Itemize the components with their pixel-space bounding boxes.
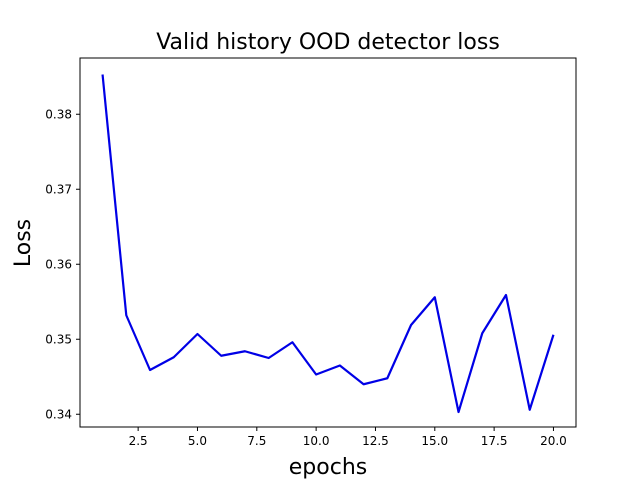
x-tick-label: 15.0 — [421, 434, 448, 448]
y-axis-label: Loss — [11, 219, 36, 267]
chart-title: Valid history OOD detector loss — [156, 30, 500, 55]
y-axis-ticks: 0.34 0.35 0.36 0.37 0.38 — [45, 107, 80, 421]
x-tick-label: 10.0 — [303, 434, 330, 448]
x-tick-label: 5.0 — [188, 434, 207, 448]
y-tick-label: 0.34 — [45, 407, 72, 421]
series-layer — [101, 74, 555, 414]
y-tick-label: 0.38 — [45, 107, 72, 121]
series-line — [101, 74, 555, 414]
x-axis-ticks: 2.5 5.0 7.5 10.0 12.5 15.0 17.5 20.0 — [129, 427, 567, 448]
plot-area: 2.5 5.0 7.5 10.0 12.5 15.0 17.5 20.0 0.340.350.… — [45, 57, 577, 448]
y-tick-label: 0.35 — [45, 332, 72, 346]
x-axis-label: epochs — [289, 455, 367, 480]
x-tick-label: 12.5 — [362, 434, 389, 448]
x-tick-label: 17.5 — [481, 434, 508, 448]
y-tick-label: 0.36 — [45, 257, 72, 271]
y-tick-label: 0.37 — [45, 182, 72, 196]
x-tick-label: 20.0 — [540, 434, 567, 448]
x-tick-label: 7.5 — [247, 434, 266, 448]
x-tick-label: 2.5 — [129, 434, 148, 448]
plot-frame — [79, 57, 577, 428]
